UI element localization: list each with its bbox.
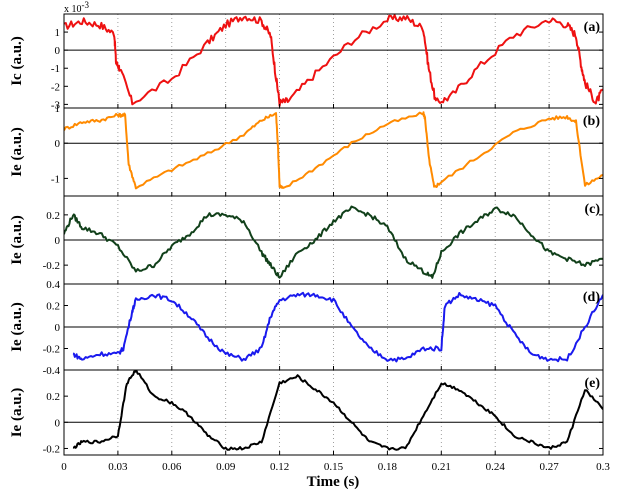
y-axis-label: Ic (a.u.) xyxy=(9,36,25,86)
series-line xyxy=(64,205,603,279)
panel-label: (e) xyxy=(584,376,600,391)
y-tick-label: 0.4 xyxy=(46,279,60,291)
y-tick-label: -1 xyxy=(51,63,60,75)
y-tick-label: -3 xyxy=(51,99,61,111)
y-axis-label: Ie (a.u.) xyxy=(9,127,25,177)
series-line xyxy=(64,111,603,190)
x-axis-label: Time (s) xyxy=(307,474,360,490)
y-tick-label: -0.4 xyxy=(43,365,61,377)
x-tick-label: 0.15 xyxy=(324,461,344,473)
y-tick-label: 1 xyxy=(55,103,61,115)
y-tick-label: -0.2 xyxy=(43,443,60,455)
x-tick-labels: 0 0.03 0.06 0.09 0.12 0.15 0.18 0.21 0.24 0.27 0.3 xyxy=(61,461,610,473)
series-line xyxy=(72,291,603,363)
series-line xyxy=(64,14,603,107)
x-tick-label: 0.27 xyxy=(539,461,559,473)
panel-b: -1 0 1 Ie (a.u.) (b) xyxy=(9,103,604,197)
panel-c: -0.2 0 0.2 Ie (a.u.) (c) xyxy=(9,195,604,285)
panel-e: -0.2 0 0.2 Ie (a.u.) (e) xyxy=(9,369,604,456)
x-tick-label: 0.12 xyxy=(270,461,289,473)
x-tick-label: 0.18 xyxy=(378,461,398,473)
panel-label: (a) xyxy=(584,20,601,35)
x-tick-label: 0.03 xyxy=(108,461,128,473)
y-axis-label: Ie (a.u.) xyxy=(9,215,25,265)
y-tick-label: 0 xyxy=(55,322,61,334)
panel-label: (c) xyxy=(584,202,600,217)
x-tick-label: 0.3 xyxy=(596,461,610,473)
y-tick-label: 0 xyxy=(55,417,61,429)
panel-label: (b) xyxy=(583,114,600,129)
y-axis-label: Ie (a.u.) xyxy=(9,388,25,438)
y-tick-label: 0 xyxy=(55,45,61,57)
y-tick-label: 1 xyxy=(55,27,61,39)
y-tick-label: 0.2 xyxy=(46,391,60,403)
y-tick-label: 0.2 xyxy=(46,210,60,222)
y-tick-label: 0 xyxy=(55,138,61,150)
y-tick-label: 0 xyxy=(55,235,61,247)
y-tick-label: -0.2 xyxy=(43,344,60,356)
y-multiplier: x 10-3 xyxy=(64,0,89,15)
series-line xyxy=(72,370,603,451)
y-tick-label: -2 xyxy=(51,81,60,93)
x-tick-label: 0.24 xyxy=(486,461,506,473)
y-tick-label: -1 xyxy=(51,173,60,185)
x-tick-label: 0.06 xyxy=(162,461,182,473)
x-tick-label: 0.09 xyxy=(216,461,236,473)
y-tick-label: -0.2 xyxy=(43,260,60,272)
x-tick-label: 0.21 xyxy=(432,461,451,473)
panel-label: (d) xyxy=(583,290,600,305)
axes-box xyxy=(63,13,604,109)
x-tick-label: 0 xyxy=(61,461,67,473)
panels: -3 -2 -1 0 1 Ic (a.u.) (a) x 10-3 -1 0 1 Ie (a.u.) (… xyxy=(9,0,604,456)
y-axis-label: Ie (a.u.) xyxy=(9,302,25,352)
y-tick-label: 0.2 xyxy=(46,301,60,313)
panel-d: -0.4 -0.2 0 0.2 0.4 Ie (a.u.) (d) xyxy=(9,279,604,377)
panel-a: -3 -2 -1 0 1 Ic (a.u.) (a) x 10-3 xyxy=(9,0,604,111)
